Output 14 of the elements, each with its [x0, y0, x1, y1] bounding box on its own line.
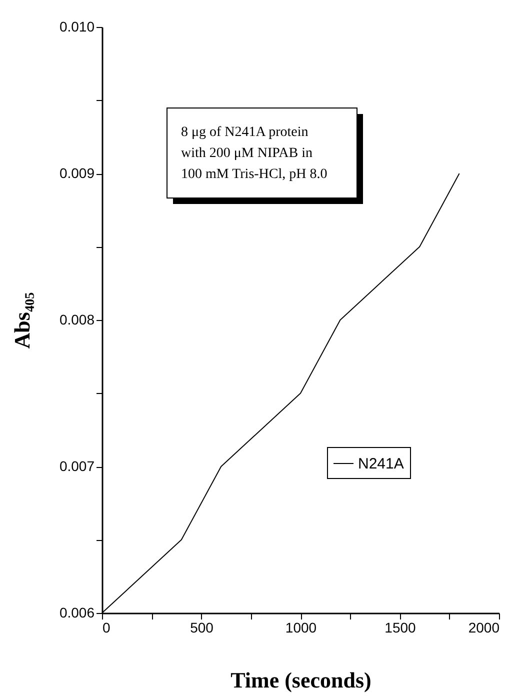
annotation: 8 μg of N241A protein with 200 μM NIPAB in 100 mM Tris-HCl, pH 8.0	[181, 125, 328, 182]
x-tick-label: 1000	[285, 620, 317, 636]
y-tick-label: 0.006	[59, 604, 95, 620]
y-tick-label: 0.010	[59, 18, 95, 34]
y-axis-title: Abs₄₀₅	[9, 292, 34, 349]
y-tick-label: 0.007	[59, 458, 95, 474]
y-tick-label: 0.008	[59, 312, 95, 328]
x-tick-label: 1500	[384, 620, 416, 636]
x-axis-title: Time (seconds)	[230, 668, 372, 692]
x-tick-label: 0	[102, 620, 110, 636]
y-tick-label: 0.009	[59, 165, 95, 181]
x-tick-label: 2000	[468, 620, 500, 636]
x-tick-label: 500	[190, 620, 214, 636]
legend-label: N241A	[358, 456, 404, 472]
